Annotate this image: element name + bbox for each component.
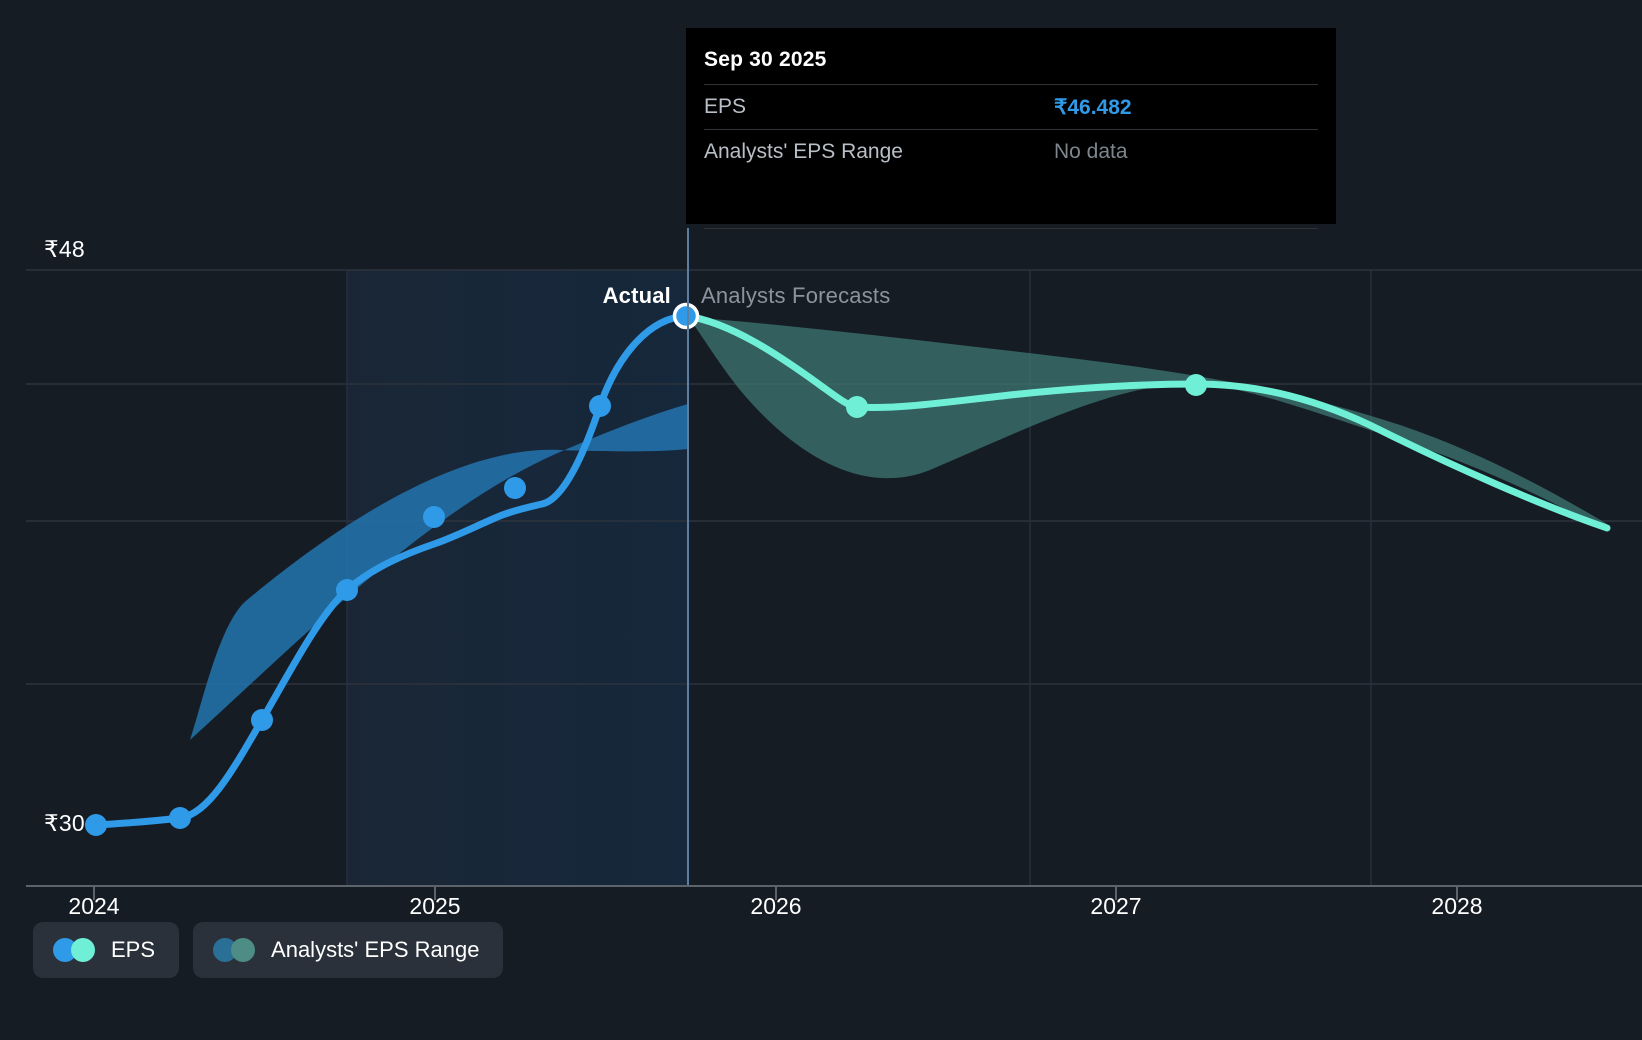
eps-forecast-markers [846,374,1207,418]
analysts-range-band-actual [190,404,688,740]
tooltip-value-eps: ₹46.482 [1054,95,1132,119]
x-axis-tick-2025: 2025 [409,893,461,919]
tooltip-title: Sep 30 2025 [704,48,827,71]
chart-tooltip: Sep 30 2025 EPS ₹46.482 Analysts' EPS Ra… [686,28,1336,229]
phase-label-forecast: Analysts Forecasts [701,283,891,308]
x-axis-tick-2026: 2026 [750,893,802,919]
eps-actual-line [92,312,690,829]
eps-forecast-line [682,312,1611,532]
x-axis-tick-2027: 2027 [1090,893,1142,919]
tooltip-key-eps: EPS [704,95,747,118]
tooltip-value-range: No data [1054,140,1128,163]
tooltip-spacer [704,174,1318,228]
y-axis-label-bottom: ₹30 [44,810,85,836]
chart-legend: EPS Analysts' EPS Range [33,922,504,978]
legend-item-analysts-range[interactable]: Analysts' EPS Range [193,922,504,978]
x-axis-tick-2028: 2028 [1431,893,1483,919]
tooltip-footer-divider [704,228,1318,229]
legend-label-eps: EPS [111,937,156,962]
actual-period-highlight [347,270,688,886]
legend-label-analysts-range: Analysts' EPS Range [271,937,480,962]
legend-swatch-analysts-range-icon [213,938,257,962]
tooltip-key-range: Analysts' EPS Range [704,140,903,163]
tooltip-row-eps: EPS ₹46.482 [704,84,1318,129]
x-axis-tick-2024: 2024 [68,893,120,919]
highlighted-data-point[interactable] [672,302,700,330]
eps-actual-markers [85,395,611,836]
tooltip-row-range: Analysts' EPS Range No data [704,129,1318,174]
x-axis-ticks [93,886,1458,900]
legend-item-eps[interactable]: EPS [33,922,180,978]
legend-swatch-eps-icon [53,938,97,962]
phase-label-actual: Actual [602,283,671,308]
analysts-range-band-forecast [688,317,1607,531]
y-axis-label-top: ₹48 [44,236,85,262]
